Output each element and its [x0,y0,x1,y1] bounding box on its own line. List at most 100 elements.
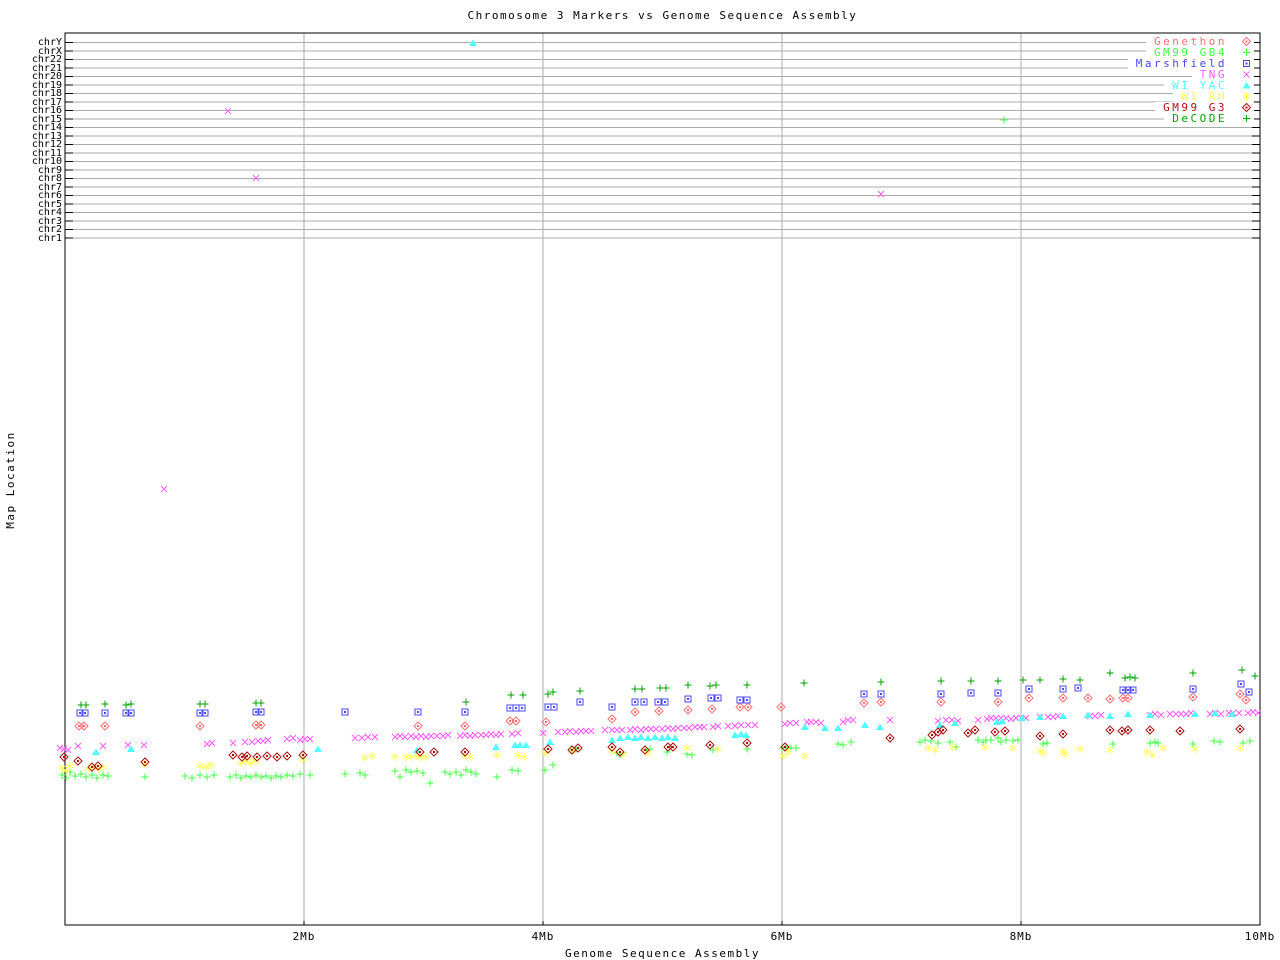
legend-marker-icon [1242,82,1251,89]
data-point [938,725,948,735]
data-point [1000,116,1008,124]
series-wi-yac [92,39,1236,755]
data-point [1024,693,1034,703]
data-point [257,773,265,781]
data-point [1236,744,1244,752]
data-point [601,726,609,734]
data-point [202,763,210,771]
data-point [949,743,957,751]
data-point [1175,726,1185,736]
data-point [262,751,272,761]
data-point [492,743,500,750]
data-point [1157,711,1165,719]
data-point [684,681,692,689]
data-point [1097,711,1105,719]
data-point [472,770,480,778]
data-point [208,739,216,747]
data-point [282,751,292,761]
data-point [1009,737,1017,745]
legend-item: TNG [1191,69,1254,80]
data-point [396,773,404,781]
data-point [1188,692,1198,702]
data-point [543,744,553,754]
data-point [576,698,584,706]
data-point [257,708,265,716]
data-point [712,681,720,689]
legend-marker-icon [1242,92,1251,101]
legend-item: Marshfield [1127,58,1254,69]
data-point [247,759,255,767]
data-point [1235,724,1245,734]
chr-label-chr6: chr6 [37,190,62,201]
data-point [683,705,693,715]
legend-label: WI RH [1181,90,1227,103]
data-point [505,716,515,726]
data-point [707,694,715,702]
data-point [224,107,232,115]
data-point [576,687,584,695]
data-point [1039,740,1047,748]
data-point [834,724,842,731]
data-point [688,751,696,759]
data-point [658,734,666,741]
chr-label-chr16: chr16 [31,105,62,116]
data-point [82,773,90,781]
data-point [514,751,522,759]
data-point [520,753,528,761]
data-point [140,757,150,767]
data-point [516,741,524,748]
data-point [413,767,421,775]
data-point [656,684,664,692]
data-point [228,750,238,760]
data-point [467,768,475,776]
data-point [800,679,808,687]
data-point [514,729,522,737]
data-point [62,774,70,782]
data-point [1216,738,1224,746]
data-point [801,752,809,760]
data-point [582,727,590,735]
data-point [1123,725,1133,735]
data-point [251,720,261,730]
data-point [876,697,886,707]
data-point [58,764,66,772]
data-point [1059,675,1067,683]
data-point [652,725,660,733]
data-point [780,742,790,752]
data-point [210,771,218,779]
data-point [662,684,670,692]
data-point [497,730,505,738]
data-point [541,717,551,727]
data-point [1121,674,1129,682]
chr-label-chr2: chr2 [37,224,62,235]
data-point [391,753,399,761]
data-point [414,708,422,716]
data-point [654,706,664,716]
data-point [714,694,722,702]
data-point [341,770,349,778]
data-point [1189,685,1197,693]
data-point [201,709,209,717]
series-decode [77,666,1259,709]
data-point [877,190,885,198]
data-point [122,709,130,717]
chr-label-chr13: chr13 [31,130,62,142]
data-point [471,731,479,739]
data-point [477,731,485,739]
data-point [821,724,829,731]
data-point [630,707,640,717]
data-point [876,723,884,730]
data-point [1076,745,1084,753]
data-point [544,703,552,711]
chr-label-chr1: chr1 [37,232,62,244]
series-gm99-gb4 [58,116,1254,787]
data-point [201,700,209,708]
data-point [631,698,639,706]
data-point [1014,736,1022,744]
legend-item: DeCODE [1164,113,1254,124]
data-point [743,702,753,712]
data-point [407,753,415,761]
legend-marker-icon [1241,36,1252,47]
data-point [1189,669,1197,677]
x-tick-label-8Mb: 8Mb [1009,930,1033,943]
